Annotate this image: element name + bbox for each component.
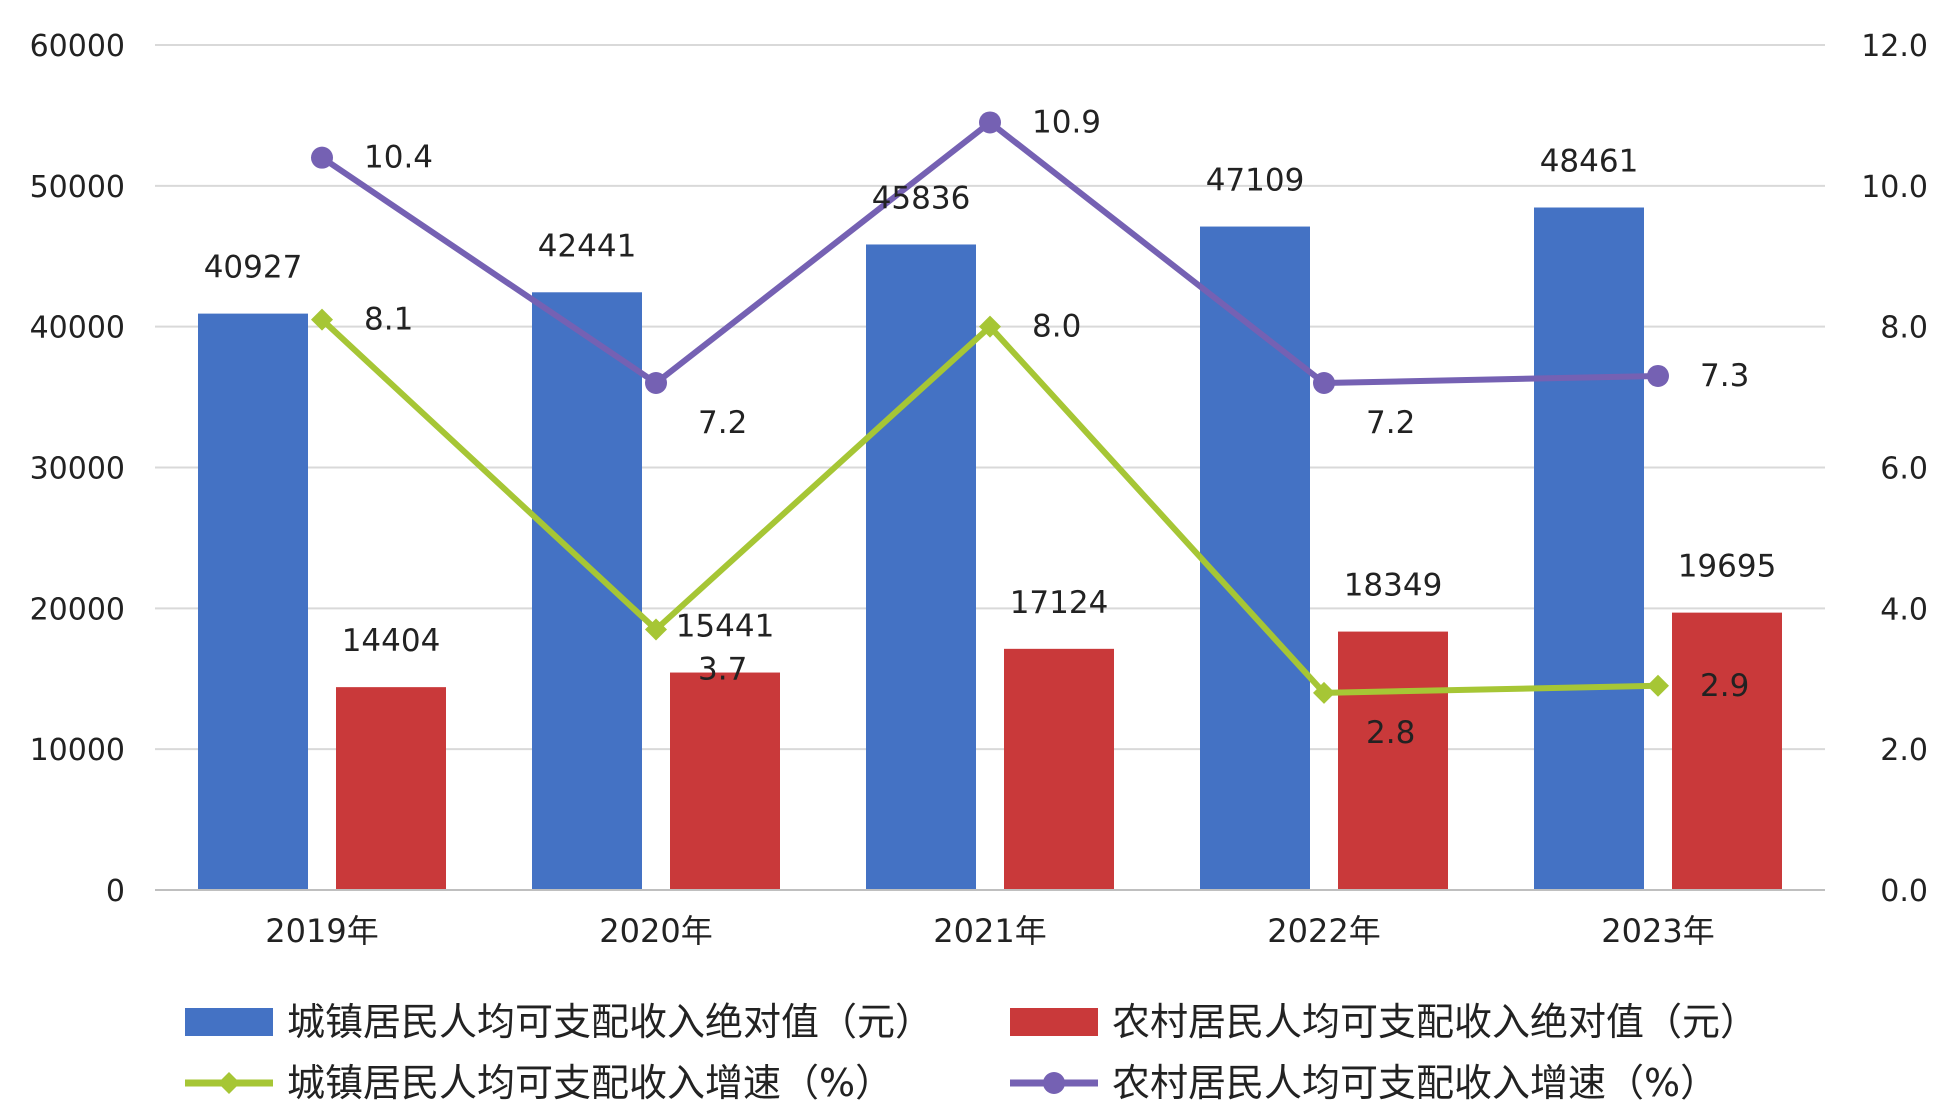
right-tick-label: 2.0 bbox=[1880, 733, 1928, 768]
left-tick-label: 10000 bbox=[30, 733, 125, 768]
legend-swatch bbox=[1010, 1008, 1098, 1036]
bar-value-label: 40927 bbox=[204, 250, 303, 286]
legend-swatch bbox=[185, 1008, 273, 1036]
urban-income-bar bbox=[198, 313, 308, 890]
urban-income-bar bbox=[1200, 226, 1310, 891]
bar-value-label: 19695 bbox=[1678, 549, 1777, 585]
rural-growth-point bbox=[1647, 364, 1669, 387]
rural-growth-line bbox=[320, 119, 1659, 386]
line-value-label: 10.9 bbox=[1032, 104, 1101, 140]
category-label: 2019年 bbox=[265, 912, 378, 950]
line-value-label: 7.2 bbox=[698, 405, 747, 441]
category-label: 2020年 bbox=[599, 912, 712, 950]
legend: 城镇居民人均可支配收入绝对值（元） 农村居民人均可支配收入绝对值（元） 城镇居民人均… bbox=[185, 1000, 1758, 1105]
line-value-label: 8.0 bbox=[1032, 309, 1081, 345]
right-y-axis: 0.0 2.0 4.0 6.0 8.0 10.0 12.0 bbox=[1861, 29, 1928, 909]
urban-growth-line bbox=[319, 317, 1659, 696]
rural-income-bar bbox=[1338, 631, 1448, 890]
x-axis: 2019年 2020年 2021年 2022年 2023年 bbox=[155, 889, 1825, 950]
rural-income-bar bbox=[336, 687, 446, 890]
left-tick-label: 20000 bbox=[30, 592, 125, 627]
rural-growth-point bbox=[645, 372, 667, 394]
bar-value-label: 47109 bbox=[1206, 163, 1305, 199]
left-tick-label: 0 bbox=[106, 874, 125, 909]
legend-marker bbox=[1043, 1072, 1065, 1094]
urban-income-bar bbox=[1534, 207, 1644, 891]
line-series bbox=[311, 111, 1669, 704]
rural-income-bar bbox=[1672, 612, 1782, 890]
rural-growth-point bbox=[1313, 372, 1335, 394]
bar-value-label: 15441 bbox=[676, 609, 775, 645]
left-tick-label: 40000 bbox=[30, 311, 125, 346]
bar-value-label: 18349 bbox=[1344, 568, 1443, 604]
urban-growth-point bbox=[311, 308, 333, 331]
legend-label: 城镇居民人均可支配收入绝对值（元） bbox=[287, 1000, 933, 1044]
legend-marker bbox=[218, 1072, 240, 1094]
urban-income-bar bbox=[532, 292, 642, 890]
urban-growth-point bbox=[1647, 674, 1669, 697]
category-label: 2023年 bbox=[1601, 912, 1714, 950]
line-value-label: 2.9 bbox=[1700, 668, 1749, 704]
right-tick-label: 0.0 bbox=[1880, 874, 1928, 909]
legend-label: 城镇居民人均可支配收入增速（%） bbox=[287, 1061, 893, 1105]
right-tick-label: 6.0 bbox=[1880, 452, 1928, 487]
right-tick-label: 10.0 bbox=[1861, 170, 1928, 205]
right-tick-label: 12.0 bbox=[1861, 29, 1928, 64]
line-value-label: 7.2 bbox=[1366, 405, 1415, 441]
urban-income-bar bbox=[866, 244, 976, 891]
right-tick-label: 4.0 bbox=[1880, 592, 1928, 627]
urban-growth-point bbox=[1313, 681, 1335, 704]
right-tick-label: 8.0 bbox=[1880, 311, 1928, 346]
category-label: 2022年 bbox=[1267, 912, 1380, 950]
bar-value-label: 14404 bbox=[342, 623, 441, 659]
bar-value-label: 45836 bbox=[872, 180, 971, 216]
bar-series bbox=[198, 207, 1782, 891]
bar-value-label: 42441 bbox=[538, 228, 637, 264]
rural-income-bar bbox=[1004, 648, 1114, 890]
rural-growth-point bbox=[979, 111, 1001, 134]
data-labels: 40927 14404 42441 15441 45836 17124 47109 18349… bbox=[204, 104, 1777, 750]
urban-growth-point bbox=[645, 618, 667, 641]
urban-growth-point bbox=[979, 315, 1001, 338]
left-tick-label: 50000 bbox=[30, 170, 125, 205]
line-value-label: 2.8 bbox=[1366, 715, 1415, 751]
line-value-label: 10.4 bbox=[364, 140, 433, 176]
rural-growth-point bbox=[311, 146, 333, 169]
rural-income-bar bbox=[670, 672, 780, 890]
line-value-label: 7.3 bbox=[1700, 358, 1749, 394]
left-y-axis: 0 10000 20000 30000 40000 50000 60000 bbox=[30, 29, 125, 909]
left-tick-label: 30000 bbox=[30, 452, 125, 487]
line-value-label: 3.7 bbox=[698, 651, 747, 687]
bar-value-label: 17124 bbox=[1010, 585, 1109, 621]
left-tick-label: 60000 bbox=[30, 29, 125, 64]
bar-value-label: 48461 bbox=[1540, 144, 1639, 180]
line-value-label: 8.1 bbox=[364, 302, 413, 338]
legend-label: 农村居民人均可支配收入增速（%） bbox=[1112, 1061, 1718, 1105]
legend-label: 农村居民人均可支配收入绝对值（元） bbox=[1112, 1000, 1758, 1044]
category-label: 2021年 bbox=[933, 912, 1046, 950]
